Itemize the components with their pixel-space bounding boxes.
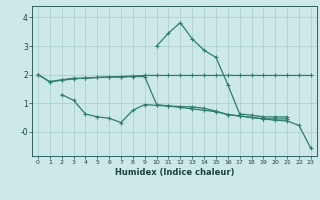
X-axis label: Humidex (Indice chaleur): Humidex (Indice chaleur) — [115, 168, 234, 177]
